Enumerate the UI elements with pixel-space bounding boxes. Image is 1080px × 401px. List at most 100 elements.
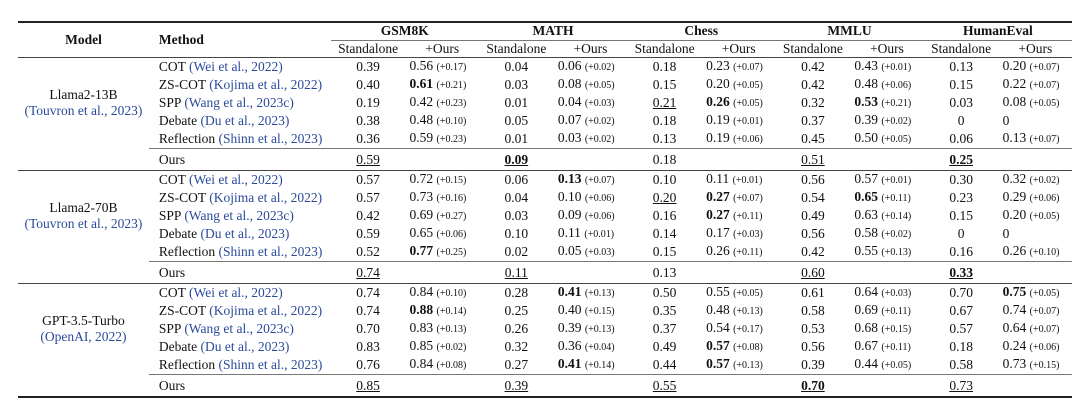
score-cell: 0.74 (+0.07)	[999, 302, 1072, 320]
method-cite: (Du et al., 2023)	[200, 113, 290, 128]
method-cite: (Du et al., 2023)	[200, 226, 290, 241]
score-value: 0.11	[504, 264, 528, 280]
method-cell: ZS-COT (Kojima et al., 2022)	[149, 302, 331, 320]
score-value: 0.67	[854, 338, 878, 353]
blank	[998, 261, 1072, 284]
score-value: 0.73	[409, 189, 434, 204]
score-value: 0.74	[356, 264, 380, 280]
score-value: 0.32	[1002, 171, 1027, 186]
score-value: 0.56	[409, 58, 434, 73]
score-cell: 0.09 (+0.06)	[554, 207, 627, 225]
model-header: Model	[18, 22, 149, 58]
score-value: 0.13	[1002, 130, 1027, 145]
score-value: 0.03	[557, 130, 582, 145]
score-cell: 0.27 (+0.11)	[702, 207, 775, 225]
score-cell: 0.56	[801, 226, 825, 241]
score-cell: 0.49	[652, 339, 677, 354]
score-delta: (+0.07)	[584, 175, 615, 186]
model-cell: GPT-3.5-Turbo (OpenAI, 2022)	[18, 284, 149, 375]
score-cell: 0.45	[801, 131, 825, 146]
method-cite: (Wei et al., 2022)	[189, 285, 283, 300]
score-value: 0.58	[854, 225, 878, 240]
score-cell: 0.59	[330, 148, 406, 171]
score-delta: (+0.27)	[436, 211, 467, 222]
score-cell: 0.32	[801, 95, 825, 110]
score-cell: 0.26 (+0.11)	[702, 243, 775, 262]
score-cell: 0.11	[478, 261, 554, 284]
score-delta: (+0.17)	[733, 324, 763, 335]
score-value: 0.20	[1002, 58, 1027, 73]
score-cell: 0.57 (+0.01)	[850, 171, 923, 190]
score-cell: 0.57	[949, 321, 973, 336]
score-value: 0.39	[504, 377, 529, 393]
method-cell: Debate (Du et al., 2023)	[149, 112, 331, 130]
score-cell: 0.15	[652, 244, 677, 259]
blank	[998, 374, 1072, 397]
score-delta: (+0.13)	[584, 288, 615, 299]
method-cite: (Wang et al., 2023c)	[184, 208, 294, 223]
score-delta: (+0.17)	[436, 62, 467, 73]
score-cell: 0.27 (+0.07)	[702, 189, 775, 207]
method-cite: (Kojima et al., 2022)	[209, 77, 323, 92]
method-name: Debate	[158, 339, 198, 354]
score-cell: 0.03 (+0.02)	[554, 130, 627, 149]
score-cell: 0.03	[504, 208, 529, 223]
score-cell: 0.73	[923, 374, 999, 397]
score-value: 0.69	[854, 302, 878, 317]
method-cite: (Shinn et al., 2023)	[218, 244, 323, 259]
score-value: 0.48	[854, 76, 878, 91]
score-delta: (+0.01)	[733, 116, 763, 127]
score-cell: 0.58	[949, 357, 973, 372]
score-value: 0.13	[652, 264, 677, 280]
score-cell: 0.19 (+0.06)	[702, 130, 775, 149]
method-name: COT	[158, 172, 186, 187]
score-delta: (+0.07)	[1029, 134, 1060, 145]
score-cell: 0	[999, 225, 1072, 243]
score-value: 0.65	[409, 225, 434, 240]
score-cell: 0.35	[652, 303, 677, 318]
score-value: 0.84	[409, 284, 434, 299]
score-cell: 0.26 (+0.10)	[999, 243, 1072, 262]
score-cell: 0.74	[330, 261, 406, 284]
score-delta: (+0.23)	[436, 134, 467, 145]
blank	[553, 374, 628, 397]
score-delta: (+0.15)	[881, 324, 912, 335]
score-cell: 0.20 (+0.05)	[702, 76, 775, 94]
method-cell: Ours	[148, 148, 331, 171]
score-cell: 0.73 (+0.15)	[999, 356, 1072, 375]
score-cell: 0.01	[504, 95, 529, 110]
sub-header: +Ours	[870, 40, 904, 56]
score-delta: (+0.05)	[733, 80, 763, 91]
score-cell: 0.02	[504, 244, 529, 259]
blank	[18, 262, 149, 284]
score-cell: 0.69 (+0.11)	[850, 302, 923, 320]
score-value: 0.84	[409, 356, 434, 371]
score-value: 0.20	[652, 190, 677, 205]
method-row: GPT-3.5-Turbo (OpenAI, 2022) COT (Wei et a…	[18, 283, 1072, 344]
score-value: 0.13	[557, 171, 582, 186]
blank	[405, 374, 479, 397]
score-delta: (+0.14)	[881, 211, 912, 222]
method-name: ZS-COT	[158, 303, 206, 318]
method-row: Llama2-70B (Touvron et al., 2023) COT (Wei…	[18, 170, 1072, 231]
score-cell: 0.39 (+0.02)	[850, 112, 923, 130]
score-value: 0.57	[854, 171, 878, 186]
score-delta: (+0.06)	[733, 134, 763, 145]
method-cite: (Kojima et al., 2022)	[209, 303, 323, 318]
score-cell: 0.11 (+0.01)	[554, 225, 627, 243]
score-delta: (+0.21)	[436, 80, 467, 91]
score-cell: 0.05 (+0.03)	[554, 243, 627, 262]
score-cell: 0.50	[652, 285, 677, 300]
sub-header: +Ours	[1018, 40, 1053, 56]
score-cell: 0.54	[801, 190, 825, 205]
score-cell: 0.44 (+0.05)	[850, 356, 923, 375]
method-cite: (Wang et al., 2023c)	[184, 95, 294, 110]
blank	[553, 261, 628, 284]
score-delta: (+0.11)	[881, 193, 911, 204]
method-row: ZS-COT (Kojima et al., 2022) 0.40 0.61 (+0…	[18, 76, 1072, 94]
method-name: Debate	[158, 226, 198, 241]
score-value: 0.22	[1002, 76, 1027, 91]
score-value: 0.27	[706, 207, 730, 222]
score-delta: (+0.10)	[436, 288, 467, 299]
score-value: 0.19	[706, 112, 730, 127]
